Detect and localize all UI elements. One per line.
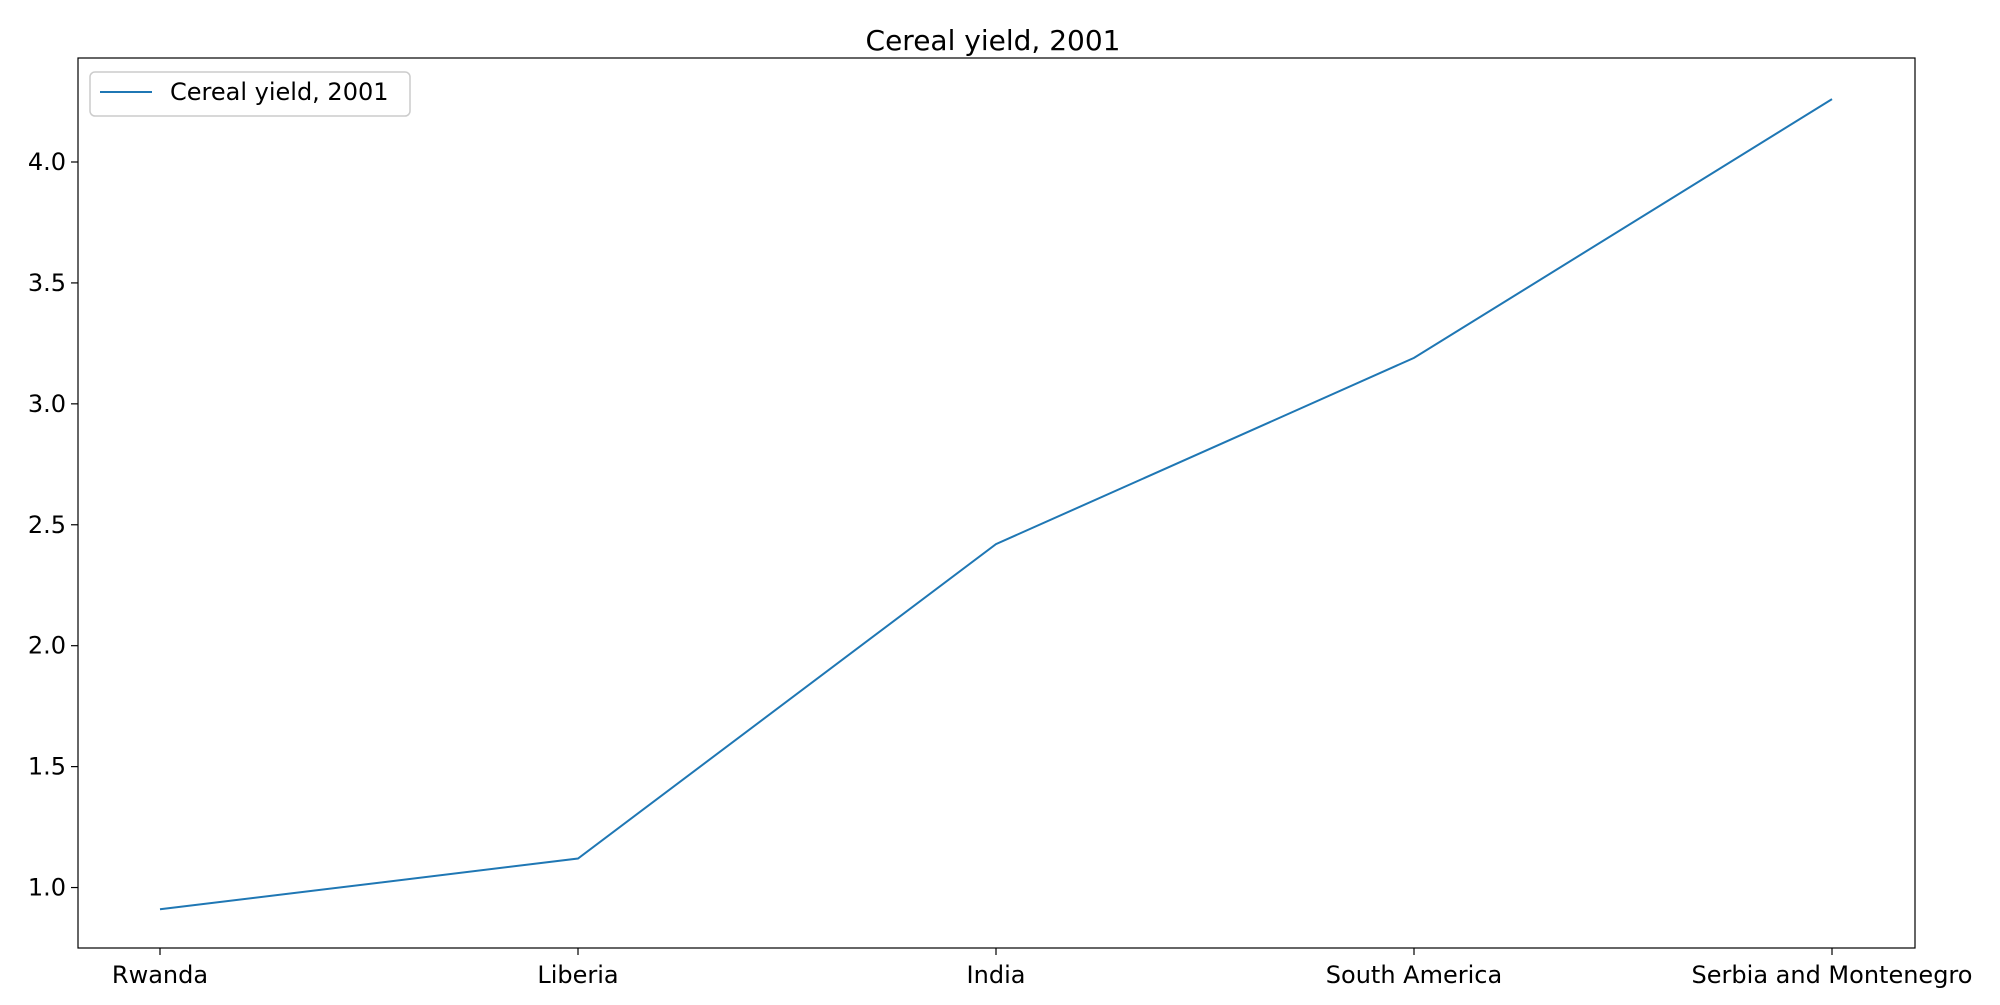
y-tick-label: 1.0: [28, 874, 66, 902]
plot-frame: [78, 58, 1915, 948]
x-tick-label: India: [967, 961, 1026, 989]
y-tick-label: 4.0: [28, 148, 66, 176]
chart-title: Cereal yield, 2001: [866, 24, 1121, 57]
x-tick-label: South America: [1326, 961, 1502, 989]
plot-area: [78, 58, 1915, 948]
series-line: [160, 99, 1832, 909]
x-tick-label: Liberia: [537, 961, 618, 989]
y-tick-label: 3.0: [28, 390, 66, 418]
x-axis: Rwanda Liberia India South America Serbia an…: [112, 948, 1973, 989]
y-axis: 1.0 1.5 2.0 2.5 3.0 3.5 4.0: [28, 148, 78, 902]
y-tick-label: 3.5: [28, 269, 66, 297]
series-layer: [160, 99, 1832, 909]
y-tick-label: 1.5: [28, 753, 66, 781]
legend: Cereal yield, 2001: [90, 72, 410, 116]
x-tick-label: Serbia and Montenegro: [1692, 961, 1973, 989]
y-tick-label: 2.5: [28, 511, 66, 539]
y-tick-label: 2.0: [28, 632, 66, 660]
x-tick-label: Rwanda: [112, 961, 208, 989]
legend-label: Cereal yield, 2001: [170, 78, 389, 106]
